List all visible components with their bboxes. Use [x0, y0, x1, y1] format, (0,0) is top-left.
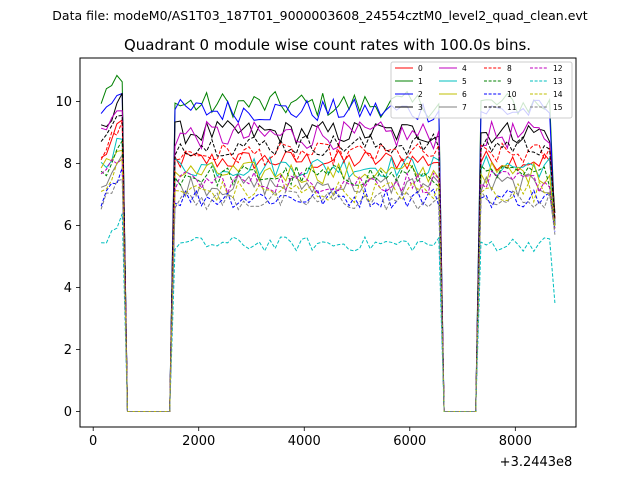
series-line-11 — [100, 114, 556, 412]
legend-label-10: 10 — [507, 90, 517, 99]
x-tick-label: 8000 — [499, 434, 532, 449]
x-tick-label: 2000 — [182, 434, 215, 449]
legend-label-2: 2 — [418, 90, 423, 99]
legend-label-15: 15 — [553, 103, 563, 112]
y-tick-label: 8 — [64, 157, 72, 172]
y-tick-label: 0 — [64, 405, 72, 420]
legend-label-0: 0 — [418, 64, 423, 73]
legend-label-5: 5 — [462, 77, 467, 86]
legend-label-4: 4 — [462, 64, 467, 73]
legend-label-3: 3 — [418, 103, 423, 112]
x-tick-label: 0 — [89, 434, 97, 449]
series-line-15 — [100, 178, 556, 412]
legend-frame — [390, 61, 573, 119]
legend-label-12: 12 — [553, 64, 563, 73]
x-offset-label: +3.2443e8 — [500, 455, 573, 470]
series-layer — [100, 74, 556, 412]
y-tick-label: 6 — [64, 219, 72, 234]
legend-label-13: 13 — [553, 77, 563, 86]
chart-title: Quadrant 0 module wise count rates with … — [124, 36, 531, 54]
chart-suptitle: Data file: modeM0/AS1T03_187T01_90000036… — [52, 8, 587, 23]
legend-label-8: 8 — [507, 64, 512, 73]
legend-label-11: 11 — [507, 103, 517, 112]
x-tick-label: 4000 — [288, 434, 321, 449]
x-tick-label: 6000 — [393, 434, 426, 449]
legend-label-1: 1 — [418, 77, 423, 86]
y-tick-label: 2 — [64, 343, 72, 358]
legend-label-6: 6 — [462, 90, 467, 99]
legend-label-7: 7 — [462, 103, 467, 112]
axes-frame — [79, 57, 577, 428]
y-tick-label: 4 — [64, 281, 72, 296]
y-tick-label: 10 — [55, 95, 72, 110]
legend-label-9: 9 — [507, 77, 512, 86]
legend-label-14: 14 — [553, 90, 563, 99]
series-line-13 — [101, 213, 556, 412]
tick-layer: 0 2000 4000 6000 8000 0 2 4 6 8 10 — [55, 95, 531, 449]
